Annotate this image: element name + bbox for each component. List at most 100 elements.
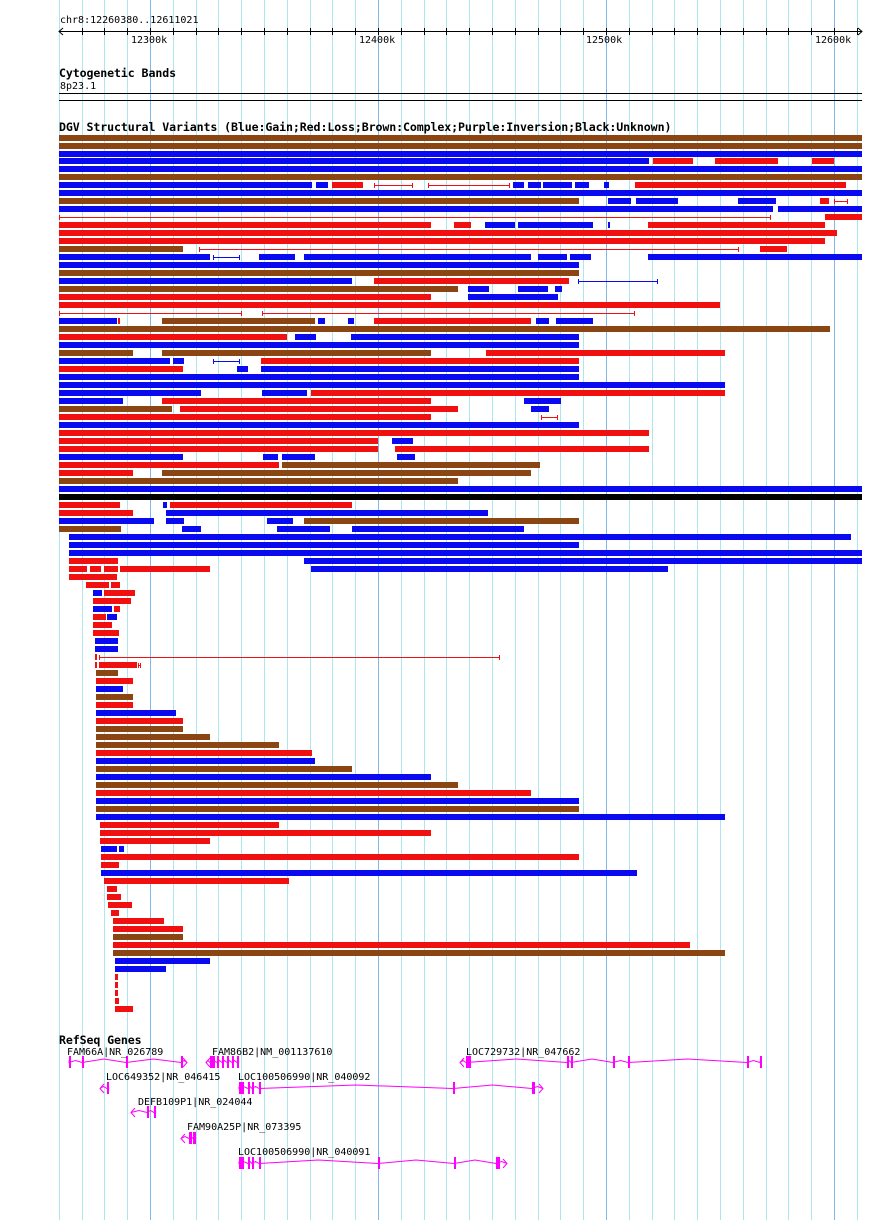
variant-loss-bar	[332, 182, 363, 188]
variant-gain-bar	[96, 710, 176, 716]
variant-gain-bar	[69, 550, 862, 556]
gene-exon	[496, 1157, 500, 1169]
gene-exon	[532, 1082, 535, 1094]
variant-loss-bar	[59, 462, 279, 468]
variant-gain-bar	[59, 374, 579, 380]
variant-gain-bar	[163, 502, 167, 508]
gene-label[interactable]: LOC100506990|NR_040091	[238, 1147, 371, 1158]
gene-exon	[453, 1082, 455, 1094]
variant-loss-bar	[374, 318, 531, 324]
variant-gain-bar	[166, 518, 184, 524]
variant-gain-bar	[96, 774, 431, 780]
gene-label[interactable]: DEFB109P1|NR_024044	[138, 1097, 253, 1108]
gene-exon	[466, 1056, 471, 1068]
gene-label[interactable]: LOC649352|NR_046415	[106, 1072, 221, 1083]
variant-loss-bar	[69, 566, 87, 572]
gene-exon	[189, 1132, 192, 1144]
variant-gain-bar	[570, 254, 591, 260]
variant-loss-bar	[113, 918, 164, 924]
variant-loss-bar	[101, 862, 119, 868]
variant-loss-bar	[107, 886, 117, 892]
variant-gain-bar	[59, 151, 862, 157]
variant-complex-bar	[59, 326, 830, 332]
gene-exon	[239, 1157, 244, 1169]
variant-gain-bar	[304, 558, 862, 564]
gene-exon	[222, 1056, 224, 1068]
gene-exon	[747, 1056, 749, 1068]
gene-intron-line	[459, 1058, 762, 1064]
strand-right-arrow-icon	[502, 1158, 508, 1169]
variant-gain-bar	[59, 518, 154, 524]
variant-gain-bar	[107, 614, 117, 620]
variant-gain-bar	[59, 318, 117, 324]
ruler-tick-label: 12300k	[131, 35, 168, 46]
variant-loss-bar	[118, 318, 120, 324]
variant-loss-bar	[108, 902, 132, 908]
variant-loss-bar	[104, 878, 289, 884]
variant-loss-bar	[59, 366, 183, 372]
gene-label[interactable]: FAM66A|NR_026789	[67, 1047, 164, 1058]
gene-exon	[613, 1056, 615, 1068]
variant-complex-bar	[59, 270, 579, 276]
variant-gain-bar	[282, 454, 315, 460]
variant-complex-bar	[162, 350, 431, 356]
refseq-track-title[interactable]: RefSeq Genes	[59, 1033, 142, 1047]
gene-exon	[628, 1056, 630, 1068]
strand-left-arrow-icon	[130, 1107, 136, 1118]
variant-loss-bar	[374, 278, 569, 284]
variant-loss-bar	[111, 910, 119, 916]
variant-complex-bar	[59, 135, 862, 141]
variant-gain-bar	[96, 686, 123, 692]
variant-gain-bar	[59, 206, 773, 212]
variant-loss-bar	[59, 470, 133, 476]
variant-loss-bar	[820, 198, 829, 204]
variant-loss-bar	[101, 854, 579, 860]
gene-label[interactable]: LOC729732|NR_047662	[466, 1047, 581, 1058]
variant-loss-bar	[715, 158, 778, 164]
variant-loss-bar	[59, 502, 120, 508]
variant-gain-bar	[267, 518, 293, 524]
variant-gain-bar	[524, 398, 561, 404]
variant-loss-bar	[69, 558, 118, 564]
gene-exon	[82, 1056, 84, 1068]
variant-loss-bar	[114, 606, 120, 612]
gene-label[interactable]: LOC100506990|NR_040092	[238, 1072, 371, 1083]
variant-gain-bar	[59, 262, 579, 268]
ruler-tick-label: 12600k	[815, 35, 852, 46]
variant-complex-bar	[59, 174, 862, 180]
variant-gain-bar	[468, 286, 489, 292]
ruler-tick-label: 12500k	[586, 35, 623, 46]
variant-gain-bar	[95, 638, 118, 644]
variant-gain-bar	[95, 646, 118, 652]
gene-exon	[232, 1056, 234, 1068]
dgv-track-title[interactable]: DGV Structural Variants (Blue:Gain;Red:L…	[59, 120, 672, 134]
variant-complex-bar	[113, 934, 183, 940]
gene-label[interactable]: FAM86B2|NM_001137610	[212, 1047, 333, 1058]
variant-complex-bar	[96, 806, 579, 812]
variant-loss-bar	[635, 182, 846, 188]
strand-right-arrow-icon	[538, 1083, 544, 1094]
variant-complex-bar	[162, 470, 531, 476]
variant-loss-bar	[648, 222, 825, 228]
variant-loss-bar	[653, 158, 693, 164]
variant-gain-bar	[93, 606, 112, 612]
variant-loss-bar	[180, 406, 458, 412]
variant-gain-bar	[59, 278, 352, 284]
variant-loss-bar	[93, 622, 112, 628]
variant-gain-bar	[531, 406, 549, 412]
cytoband-track-title[interactable]: Cytogenetic Bands	[59, 66, 176, 80]
variant-gain-bar	[348, 318, 354, 324]
gene-exon	[147, 1106, 149, 1118]
variant-loss-bar	[59, 430, 649, 436]
gene-exon	[259, 1082, 261, 1094]
gene-label[interactable]: FAM90A25P|NR_073395	[187, 1122, 302, 1133]
variant-gain-bar	[311, 566, 668, 572]
variant-complex-bar	[96, 782, 458, 788]
variant-loss-bar	[59, 302, 720, 308]
variant-gain-bar	[59, 390, 201, 396]
gene-exon	[154, 1106, 156, 1118]
variant-gain-bar	[318, 318, 325, 324]
variant-complex-bar	[96, 766, 352, 772]
cytoband-label: 8p23.1	[60, 81, 97, 92]
variant-loss-bar	[104, 590, 135, 596]
